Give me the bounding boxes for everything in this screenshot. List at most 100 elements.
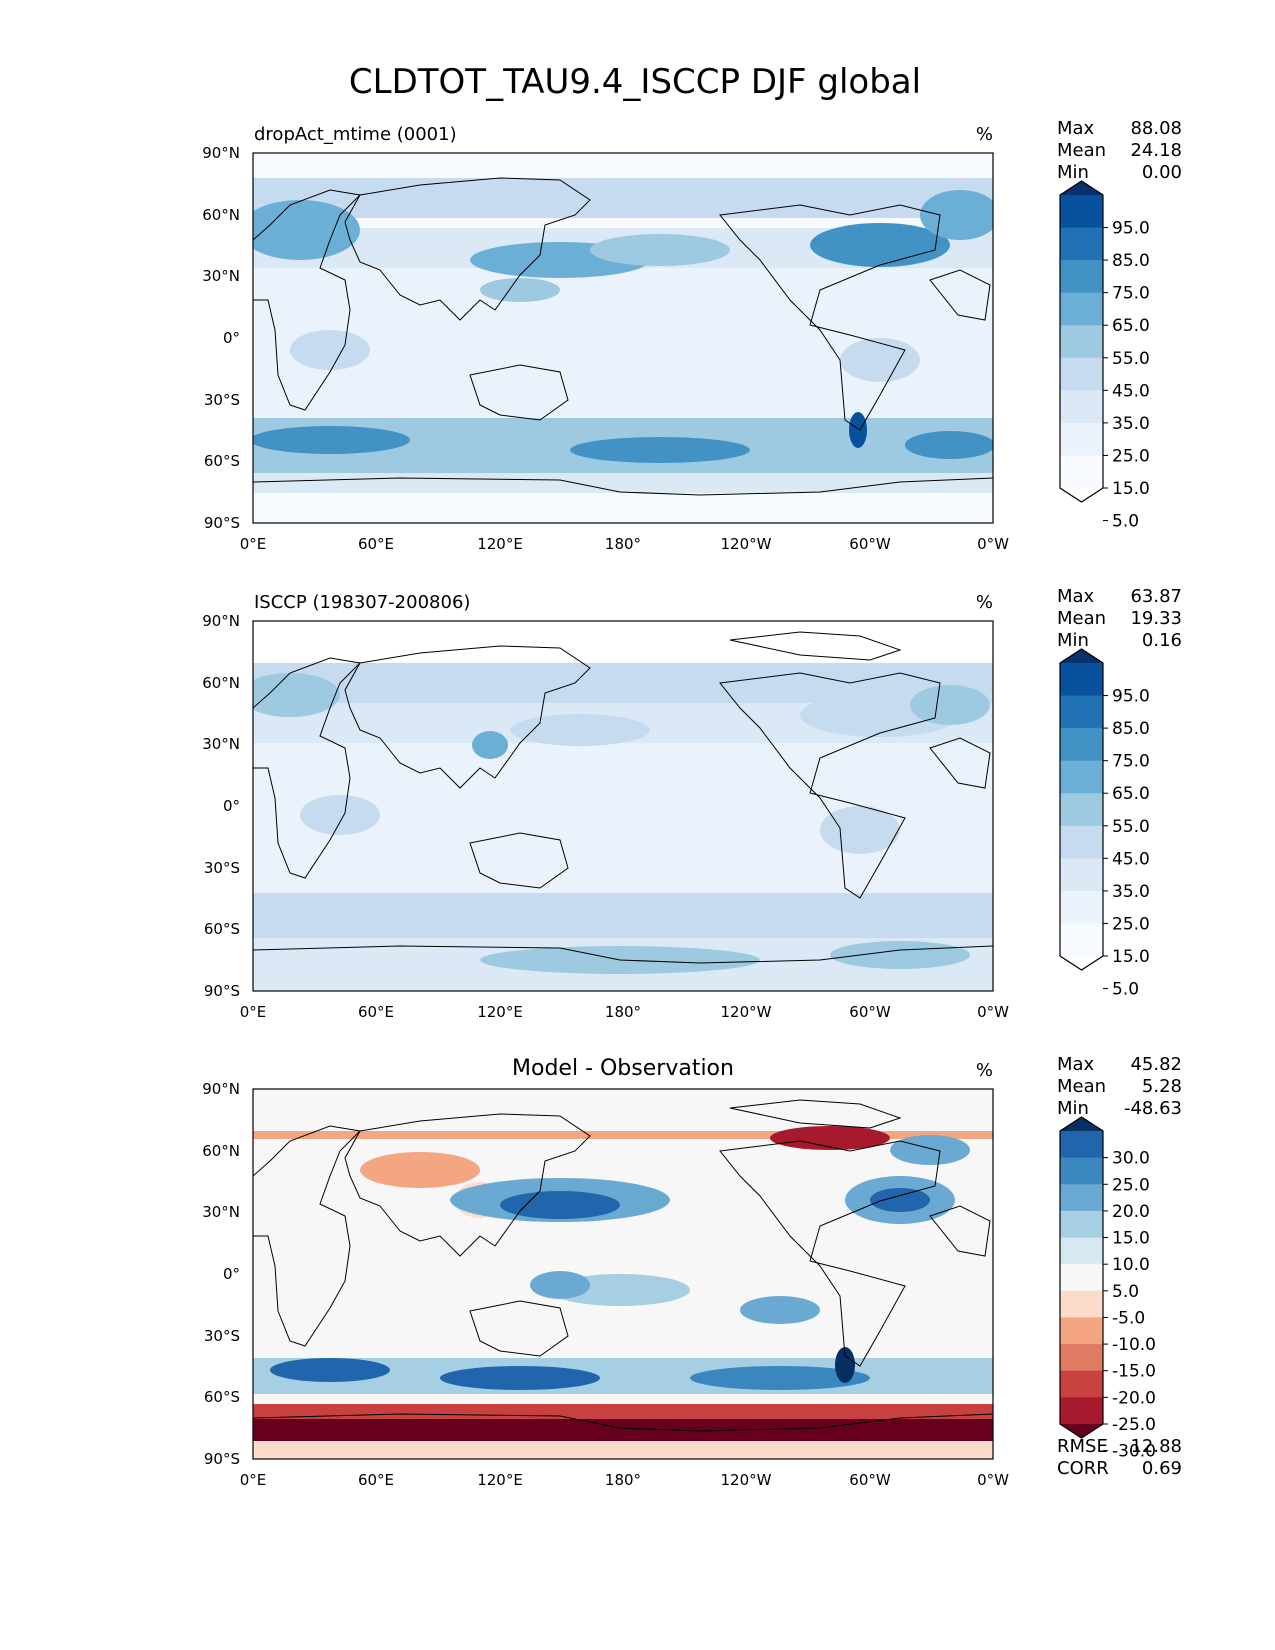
stat-label: Min	[1057, 1098, 1089, 1119]
colorbar-tick-label: -25.0	[1112, 1415, 1156, 1435]
stat-label: Mean	[1057, 140, 1106, 161]
coastlines-reference	[253, 631, 993, 964]
lat-axis-test: 90°N 60°N 30°N 0° 30°S 60°S 90°S	[202, 144, 240, 532]
colorbar-tick-label: 55.0	[1112, 349, 1150, 369]
lat-tick-label: 90°S	[204, 1450, 240, 1468]
colorbar-tick-label: 25.0	[1112, 914, 1150, 934]
stat-value: 0.00	[1142, 162, 1182, 183]
stat-label: Min	[1057, 162, 1089, 183]
colorbar-swatch	[1060, 793, 1103, 827]
error-stats-difference: RMSE 12.88 CORR 0.69	[1057, 1436, 1182, 1479]
stat-value: 5.28	[1142, 1076, 1182, 1097]
lat-tick-label: 60°N	[202, 674, 240, 692]
lat-tick-label: 60°S	[204, 920, 240, 938]
stat-value: 63.87	[1130, 586, 1182, 607]
colorbar-swatch	[1060, 858, 1103, 892]
colorbar-reference: 95.0 85.0 75.0 65.0 55.0 45.0 35.0 25.0 15.0 5.0	[1059, 648, 1150, 1000]
stats-box-reference: Max 63.87 Mean 19.33 Min 0.16	[1057, 586, 1182, 651]
colorbar-difference: 30.0 25.0 20.0 15.0 10.0 5.0 -5.0 -10.0 -15.0 -20…	[1059, 1116, 1156, 1462]
stat-label: Max	[1057, 1054, 1095, 1075]
panel-units: %	[976, 1060, 993, 1081]
colorbar-swatch	[1060, 1184, 1103, 1212]
coastlines-difference	[253, 1099, 993, 1432]
colorbar-swatch	[1060, 1210, 1103, 1239]
colorbar-tick-label: -20.0	[1112, 1388, 1156, 1408]
colorbar-swatch	[1060, 260, 1103, 294]
lon-tick-label: 60°W	[849, 1471, 891, 1489]
stat-value: 12.88	[1130, 1436, 1182, 1457]
colorbar-tick-label: 25.0	[1112, 1175, 1150, 1195]
colorbar-tick-label: 15.0	[1112, 947, 1150, 967]
lon-tick-label: 0°E	[240, 1003, 267, 1021]
colorbar-swatch	[1060, 357, 1103, 391]
lon-tick-label: 120°W	[721, 535, 772, 553]
lat-tick-label: 30°N	[202, 1203, 240, 1221]
colorbar-swatch	[1060, 325, 1103, 359]
lat-tick-label: 60°N	[202, 206, 240, 224]
colorbar-tick-label: 95.0	[1112, 687, 1150, 707]
panel-units: %	[976, 124, 993, 145]
colorbar-tick-label: 85.0	[1112, 719, 1150, 739]
panel-center-title: Model - Observation	[512, 1056, 734, 1081]
lat-tick-label: 90°S	[204, 514, 240, 532]
lat-tick-label: 90°N	[202, 1080, 240, 1098]
lon-axis-difference: 0°E 60°E 120°E 180° 120°W 60°W 0°W	[240, 1471, 1009, 1489]
lon-tick-label: 120°W	[721, 1003, 772, 1021]
colorbar-tick-label: -30.0	[1112, 1442, 1156, 1462]
colorbar-swatch	[1060, 390, 1103, 424]
colorbar-tick-label: 15.0	[1112, 1229, 1150, 1249]
colorbar-tick-label: 85.0	[1112, 251, 1150, 271]
stat-label: CORR	[1057, 1458, 1109, 1479]
colorbar-swatch	[1060, 195, 1103, 229]
colorbar-tick-label: -15.0	[1112, 1362, 1156, 1382]
panel-units: %	[976, 592, 993, 613]
lon-tick-label: 60°E	[358, 1471, 394, 1489]
colorbar-tick-label: 10.0	[1112, 1255, 1150, 1275]
lat-tick-label: 30°N	[202, 735, 240, 753]
stat-value: 0.16	[1142, 630, 1182, 651]
colorbar-tick-label: 35.0	[1112, 882, 1150, 902]
stats-box-test: Max 88.08 Mean 24.18 Min 0.00	[1057, 118, 1182, 183]
lon-tick-label: 60°E	[358, 535, 394, 553]
lon-tick-label: 60°W	[849, 535, 891, 553]
stat-value: 88.08	[1130, 118, 1182, 139]
lat-tick-label: 30°S	[204, 859, 240, 877]
colorbar-swatch	[1060, 1344, 1103, 1372]
colorbar-test: 95.0 85.0 75.0 65.0 55.0 45.0 35.0 25.0 15.0 5.0	[1059, 180, 1150, 532]
colorbar-tick-label: 65.0	[1112, 784, 1150, 804]
stat-label: Min	[1057, 630, 1089, 651]
colorbar-tick-label: -5.0	[1112, 1308, 1145, 1328]
colorbar-extend-top	[1060, 1117, 1103, 1131]
stat-value: 19.33	[1130, 608, 1182, 629]
stats-box-difference: Max 45.82 Mean 5.28 Min -48.63	[1057, 1054, 1182, 1119]
lon-tick-label: 60°W	[849, 1003, 891, 1021]
lat-tick-label: 60°S	[204, 1388, 240, 1406]
colorbar-tick-label: 5.0	[1112, 980, 1139, 1000]
colorbar-swatch	[1060, 455, 1103, 489]
colorbar-swatch	[1060, 1397, 1103, 1425]
colorbar-tick-label: 15.0	[1112, 479, 1150, 499]
lon-tick-label: 0°W	[977, 1003, 1009, 1021]
stat-label: Max	[1057, 118, 1095, 139]
colorbar-swatch	[1060, 292, 1103, 326]
stat-value: 45.82	[1130, 1054, 1182, 1075]
colorbar-swatch	[1060, 760, 1103, 794]
colorbar-extend-bottom	[1060, 1424, 1103, 1438]
colorbar-tick-label: 35.0	[1112, 414, 1150, 434]
colorbar-swatch	[1060, 1157, 1103, 1185]
lon-tick-label: 180°	[605, 1471, 641, 1489]
colorbar-tick-label: 45.0	[1112, 849, 1150, 869]
stat-value: 24.18	[1130, 140, 1182, 161]
lat-tick-label: 0°	[223, 329, 240, 347]
lon-axis-reference: 0°E 60°E 120°E 180° 120°W 60°W 0°W	[240, 1003, 1009, 1021]
stat-value: -48.63	[1124, 1098, 1182, 1119]
lat-axis-difference: 90°N 60°N 30°N 0° 30°S 60°S 90°S	[202, 1080, 240, 1468]
lat-tick-label: 90°N	[202, 144, 240, 162]
colorbar-tick-label: 75.0	[1112, 752, 1150, 772]
map-field-test	[253, 153, 993, 523]
colorbar-tick-label: 65.0	[1112, 316, 1150, 336]
colorbar-swatch	[1060, 890, 1103, 924]
lat-tick-label: 90°N	[202, 612, 240, 630]
colorbar-swatch	[1060, 728, 1103, 762]
